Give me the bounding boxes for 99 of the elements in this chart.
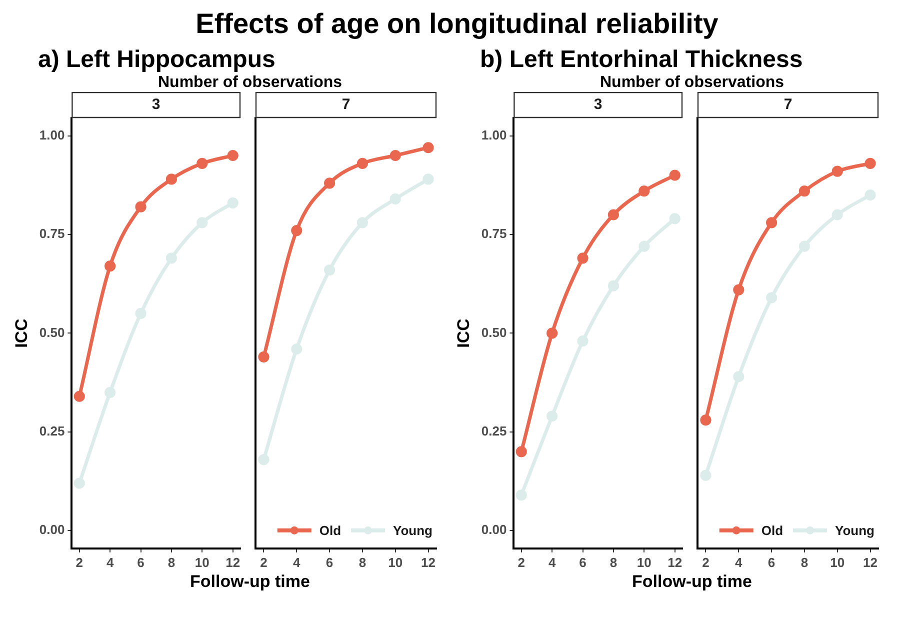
x-tick-label: 8 (168, 554, 176, 570)
point (390, 150, 401, 162)
point (196, 158, 208, 169)
point (608, 209, 619, 220)
y-tick-label: 0.00 (39, 522, 65, 538)
x-tick-label: 2 (702, 554, 710, 570)
point (638, 186, 650, 197)
point (516, 490, 527, 501)
point (324, 178, 336, 189)
point (291, 224, 302, 236)
point (104, 386, 116, 398)
point (766, 292, 778, 304)
text: Number of observations (156, 74, 344, 92)
x-tick-label: 2 (260, 554, 268, 570)
x-tick-label: 10 (830, 554, 845, 570)
x-tick-label: 10 (636, 554, 652, 570)
point (166, 174, 177, 185)
x-tick-label: 2 (76, 554, 83, 570)
point (546, 410, 558, 422)
y-tick-label: 0.75 (481, 226, 507, 242)
point (669, 213, 680, 224)
point (733, 371, 744, 382)
x-tick-label: 10 (194, 554, 210, 570)
point (832, 209, 843, 220)
point (700, 470, 712, 481)
point (766, 217, 778, 228)
point (166, 252, 177, 264)
point (74, 478, 85, 489)
x-tick-label: 4 (293, 554, 302, 570)
y-tick-label: 0.75 (39, 226, 65, 242)
point (798, 240, 810, 252)
y-tick-label: 1.00 (39, 127, 65, 142)
point (135, 201, 146, 212)
text: a) Left Hippocampus (37, 46, 276, 74)
legend-label: Old (761, 522, 784, 538)
x-tick-label: 12 (668, 554, 682, 570)
point (733, 284, 744, 296)
x-tick-label: 6 (326, 554, 334, 570)
point (864, 189, 876, 201)
point (258, 454, 270, 466)
point (227, 150, 238, 162)
y-tick-label: 0.25 (39, 423, 65, 438)
legend-label: Young (835, 522, 875, 538)
point (798, 186, 810, 197)
point (74, 390, 85, 402)
y-tick-label: 0.50 (481, 324, 507, 340)
x-tick-label: 4 (106, 554, 114, 570)
point (324, 264, 336, 276)
point (638, 240, 650, 252)
y-axis-title: ICC (454, 318, 473, 348)
chart-title: 7 (784, 96, 792, 114)
point (700, 414, 712, 426)
y-tick-label: 1.00 (481, 127, 507, 142)
y-tick-label: 0.25 (481, 423, 507, 438)
y-tick-label: 0.50 (39, 324, 65, 340)
x-tick-label: 10 (388, 554, 403, 570)
legend-label: Young (393, 522, 433, 538)
point (577, 336, 588, 347)
x-tick-label: 12 (863, 554, 878, 570)
point (669, 170, 680, 181)
point (356, 217, 368, 228)
point (227, 197, 238, 208)
point (390, 193, 401, 204)
x-tick-label: 6 (768, 554, 776, 570)
x-tick-label: 4 (735, 554, 744, 570)
point (291, 343, 302, 355)
point (516, 446, 527, 458)
point (135, 308, 146, 320)
text: Effects of age on longitudinal reliability (194, 8, 720, 40)
y-axis-title: ICC (12, 318, 31, 348)
x-tick-label: 8 (800, 554, 808, 570)
x-tick-label: 8 (610, 554, 618, 570)
chart-title: 3 (594, 96, 602, 114)
x-tick-label: 8 (358, 554, 366, 570)
text: Number of observations (598, 74, 786, 92)
point (546, 328, 558, 339)
x-tick-label: 6 (579, 554, 586, 570)
point (608, 280, 619, 292)
point (422, 174, 434, 185)
chart-title: 3 (152, 96, 160, 114)
x-tick-label: 12 (421, 554, 436, 570)
x-axis-title: Follow-up time (631, 572, 753, 592)
point (104, 260, 116, 272)
x-tick-label: 2 (518, 554, 525, 570)
point (422, 142, 434, 154)
y-tick-label: 0.00 (481, 522, 507, 538)
chart-title: 7 (342, 96, 350, 114)
point (196, 217, 208, 228)
x-axis-title: Follow-up time (189, 572, 311, 592)
x-tick-label: 4 (548, 554, 556, 570)
point (832, 166, 843, 177)
text: b) Left Entorhinal Thickness (479, 46, 804, 74)
point (864, 158, 876, 169)
point (577, 252, 588, 264)
point (356, 158, 368, 169)
x-tick-label: 12 (226, 554, 240, 570)
x-tick-label: 6 (137, 554, 144, 570)
point (258, 351, 270, 362)
legend-label: Old (319, 522, 342, 538)
